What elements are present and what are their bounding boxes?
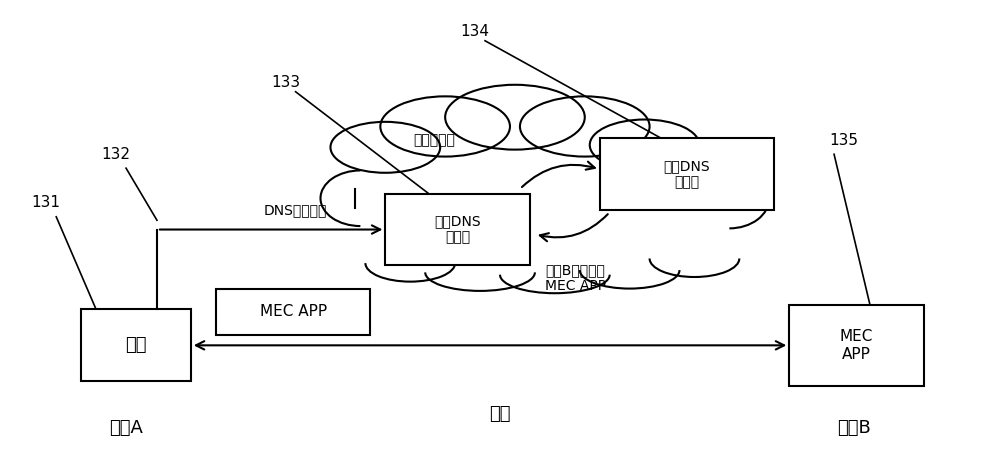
Text: MEC APP: MEC APP xyxy=(260,304,327,319)
Bar xyxy=(216,288,370,335)
Ellipse shape xyxy=(365,245,455,281)
Text: 终端: 终端 xyxy=(125,336,147,354)
Ellipse shape xyxy=(520,96,650,157)
Ellipse shape xyxy=(425,254,535,291)
Bar xyxy=(385,194,530,266)
Ellipse shape xyxy=(689,168,769,228)
Ellipse shape xyxy=(580,252,680,288)
Ellipse shape xyxy=(645,140,744,187)
Text: 区域B: 区域B xyxy=(837,419,871,437)
Ellipse shape xyxy=(330,122,440,173)
Text: 131: 131 xyxy=(32,195,61,210)
Bar xyxy=(789,305,924,386)
Text: 135: 135 xyxy=(830,133,859,148)
Text: 132: 132 xyxy=(102,147,131,162)
Text: 查询服务端: 查询服务端 xyxy=(413,133,455,147)
Bar xyxy=(81,309,191,381)
Text: 133: 133 xyxy=(271,75,300,90)
Text: 本地DNS
服务器: 本地DNS 服务器 xyxy=(434,214,481,245)
Ellipse shape xyxy=(590,119,699,171)
Ellipse shape xyxy=(650,240,739,277)
Text: 134: 134 xyxy=(461,24,490,39)
Polygon shape xyxy=(355,140,739,263)
Text: DNS查询请求: DNS查询请求 xyxy=(264,203,327,217)
Ellipse shape xyxy=(320,171,400,226)
Text: 区域A: 区域A xyxy=(109,419,143,437)
Text: MEC
APP: MEC APP xyxy=(840,329,873,362)
Bar xyxy=(600,138,774,210)
Text: 响应B区域上的
MEC APP: 响应B区域上的 MEC APP xyxy=(545,263,606,293)
Ellipse shape xyxy=(380,96,510,157)
Ellipse shape xyxy=(445,85,585,150)
Ellipse shape xyxy=(500,256,610,293)
Text: 权威DNS
服务器: 权威DNS 服务器 xyxy=(664,159,710,189)
Text: 交互: 交互 xyxy=(489,405,511,423)
